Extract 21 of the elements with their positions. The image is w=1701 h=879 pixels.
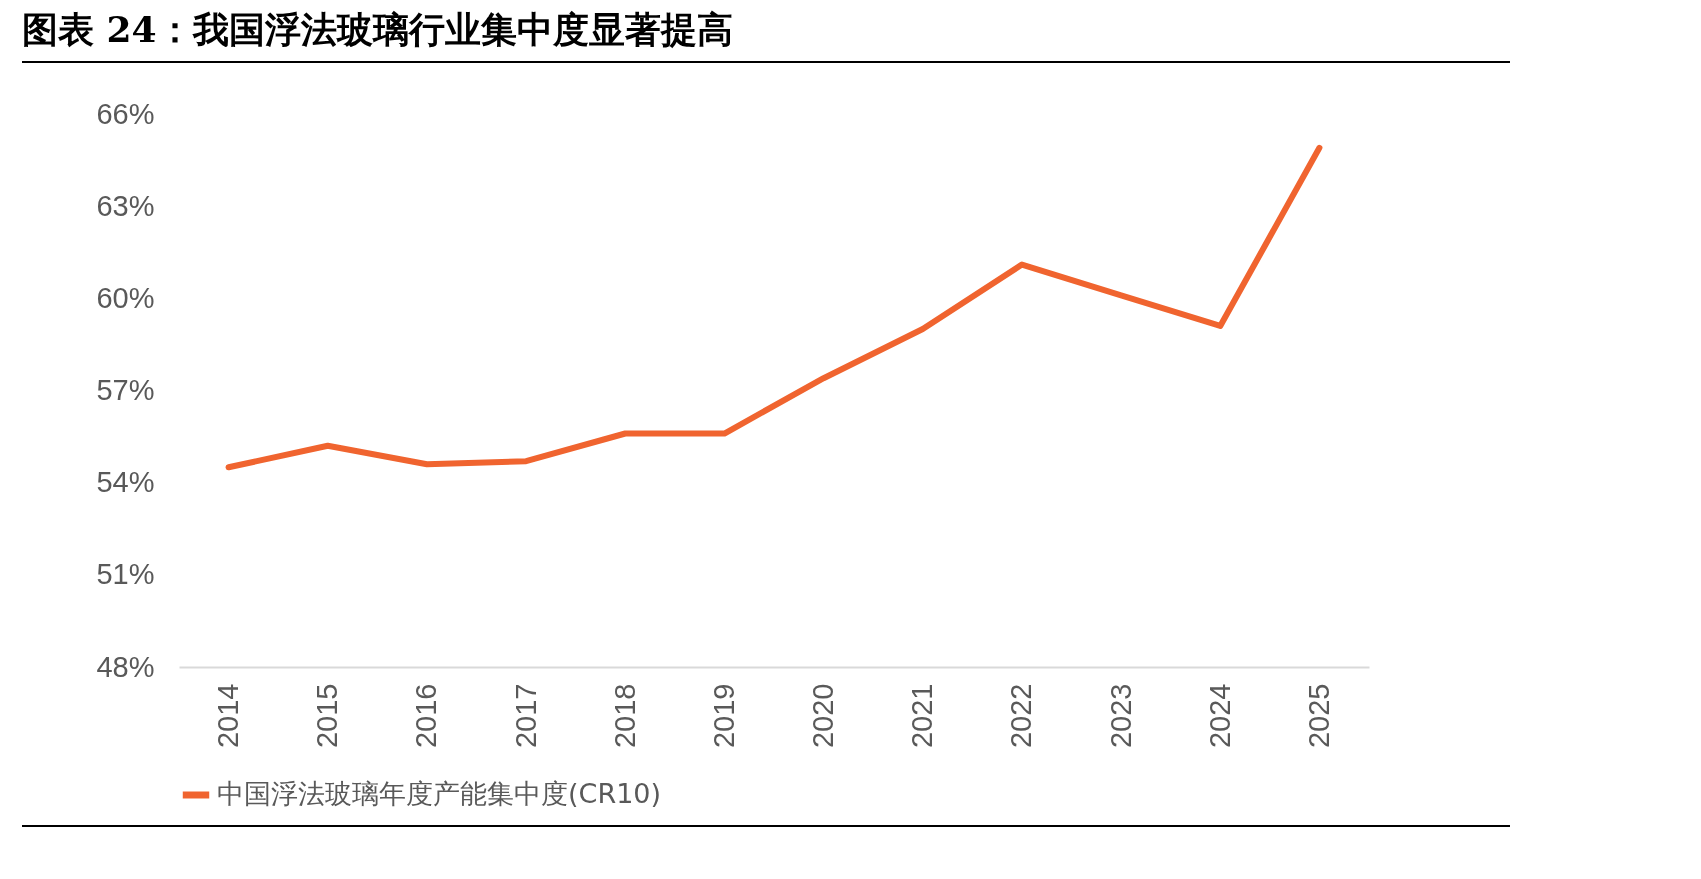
- x-tick-label: 2023: [1104, 683, 1137, 749]
- y-tick-label: 60%: [96, 281, 155, 314]
- x-tick-label: 2015: [311, 683, 344, 749]
- x-tick-label: 2017: [509, 683, 542, 749]
- chart-title: 图表 24：我国浮法玻璃行业集中度显著提高: [22, 6, 1510, 63]
- y-tick-label: 51%: [96, 558, 155, 591]
- y-tick-label: 66%: [96, 97, 155, 130]
- x-tick-label: 2024: [1203, 683, 1236, 749]
- y-tick-label: 63%: [96, 189, 155, 222]
- y-tick-label: 57%: [96, 374, 155, 406]
- x-tick-label: 2020: [807, 683, 840, 749]
- legend-label: 中国浮法玻璃年度产能集中度(CR10): [217, 778, 662, 809]
- x-tick-label: 2014: [212, 683, 245, 749]
- x-tick-label: 2022: [1005, 683, 1038, 749]
- x-tick-label: 2021: [906, 683, 939, 749]
- x-tick-label: 2018: [608, 683, 641, 749]
- y-tick-label: 54%: [96, 466, 155, 499]
- x-tick-label: 2019: [707, 683, 740, 749]
- x-tick-label: 2025: [1302, 683, 1335, 749]
- y-tick-label: 48%: [96, 650, 155, 683]
- x-tick-label: 2016: [410, 683, 443, 749]
